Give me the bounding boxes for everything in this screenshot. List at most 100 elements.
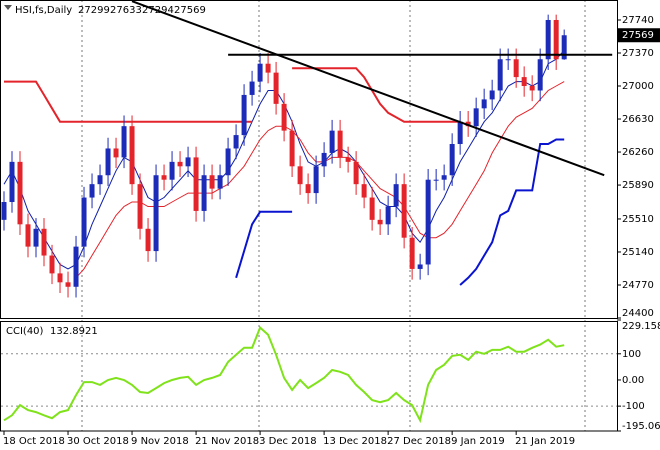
candle-body bbox=[273, 72, 279, 104]
candle-body bbox=[361, 184, 367, 198]
candle-body bbox=[57, 273, 63, 283]
candle-body bbox=[9, 161, 15, 203]
candle-body bbox=[337, 130, 343, 158]
x-tick-label: 21 Nov 2018 bbox=[195, 436, 259, 447]
candle-body bbox=[305, 184, 311, 194]
candle-body bbox=[313, 166, 319, 194]
last-price-box bbox=[618, 28, 660, 43]
x-tick-label: 18 Oct 2018 bbox=[3, 436, 65, 447]
candle-body bbox=[369, 197, 375, 220]
candle-body bbox=[393, 184, 399, 207]
y-tick-label: 27740 bbox=[622, 15, 654, 26]
ohlc-close: 27569 bbox=[174, 5, 206, 16]
candle-body bbox=[553, 19, 559, 60]
x-tick-label: 21 Jan 2019 bbox=[515, 436, 575, 447]
ohlc-low: 27294 bbox=[142, 5, 174, 16]
indicator-line bbox=[235, 138, 565, 286]
y-tick-label: -195.0611 bbox=[622, 421, 660, 432]
candle-body bbox=[497, 59, 503, 91]
candle-body bbox=[321, 152, 327, 167]
candle-body bbox=[401, 184, 407, 238]
candle-body bbox=[425, 179, 431, 265]
candle-body bbox=[489, 90, 495, 100]
candle-body bbox=[417, 264, 423, 269]
candle-body bbox=[113, 148, 119, 158]
main-title: HSI,fs,Daily bbox=[15, 5, 72, 16]
candle-body bbox=[521, 77, 527, 87]
candle-body bbox=[457, 121, 463, 145]
candle-body bbox=[89, 184, 95, 198]
candle-body bbox=[129, 126, 135, 185]
x-tick-label: 9 Jan 2019 bbox=[451, 436, 505, 447]
y-tick-label: 0.00 bbox=[622, 375, 644, 386]
trend-line bbox=[131, 0, 605, 177]
candle-body bbox=[169, 161, 175, 180]
candle-body bbox=[353, 161, 359, 185]
y-tick-label: 27370 bbox=[622, 48, 654, 59]
header-icon bbox=[4, 5, 12, 10]
candle-body bbox=[97, 175, 103, 185]
candle-body bbox=[241, 94, 247, 136]
candle-body bbox=[537, 59, 543, 91]
y-tick-label: 26260 bbox=[622, 147, 654, 158]
y-tick-label: 229.1588 bbox=[622, 321, 660, 332]
candle-body bbox=[441, 175, 447, 180]
candle-body bbox=[201, 175, 207, 211]
candle-body bbox=[385, 206, 391, 225]
x-tick-label: 30 Oct 2018 bbox=[67, 436, 129, 447]
y-tick-label: 26630 bbox=[622, 114, 654, 125]
candle-body bbox=[449, 144, 455, 176]
y-tick-label: 24770 bbox=[622, 280, 654, 291]
candle-body bbox=[473, 108, 479, 127]
candle-body bbox=[225, 148, 231, 176]
candle-body bbox=[145, 228, 151, 252]
x-tick-label: 9 Nov 2018 bbox=[131, 436, 189, 447]
cci-line bbox=[3, 325, 565, 424]
candle-body bbox=[377, 219, 383, 225]
y-tick-label: 25140 bbox=[622, 247, 654, 258]
candle-body bbox=[153, 175, 159, 252]
candle-body bbox=[513, 59, 519, 78]
y-tick-label: 24400 bbox=[622, 308, 654, 319]
cci-frame bbox=[0, 321, 618, 432]
ohlc-high: 27633 bbox=[110, 5, 142, 16]
candle-body bbox=[81, 197, 87, 247]
candle-body bbox=[121, 126, 127, 158]
candle-body bbox=[249, 81, 255, 95]
x-tick-label: 13 Dec 2018 bbox=[323, 436, 387, 447]
candle-body bbox=[281, 103, 287, 131]
candle-body bbox=[545, 19, 551, 60]
ohlc-open: 27299 bbox=[78, 5, 110, 16]
candle-body bbox=[481, 99, 487, 109]
main-frame bbox=[0, 0, 618, 319]
candle-body bbox=[185, 157, 191, 167]
candle-body bbox=[465, 121, 471, 127]
candle-body bbox=[17, 161, 23, 225]
candle-body bbox=[529, 86, 535, 91]
indicator-line bbox=[4, 67, 461, 123]
candle-body bbox=[33, 228, 39, 247]
y-tick-label: 100 bbox=[622, 349, 641, 360]
y-tick-label: -100 bbox=[622, 401, 645, 412]
candle-body bbox=[105, 148, 111, 176]
candle-body bbox=[265, 63, 271, 73]
candle-body bbox=[1, 202, 7, 220]
cci-title: CCI(40) bbox=[6, 326, 44, 337]
candle-body bbox=[257, 63, 263, 82]
last-price-label: 27569 bbox=[622, 30, 654, 41]
candle-body bbox=[289, 130, 295, 167]
candle-body bbox=[73, 246, 79, 287]
cci-value: 132.8921 bbox=[50, 326, 98, 337]
y-tick-label: 27000 bbox=[622, 81, 654, 92]
candle-body bbox=[233, 135, 239, 149]
candle-body bbox=[161, 175, 167, 180]
candle-body bbox=[137, 184, 143, 229]
candle-body bbox=[49, 255, 55, 274]
candle-body bbox=[177, 161, 183, 167]
candle-body bbox=[297, 166, 303, 185]
candle-body bbox=[65, 282, 71, 287]
candle-body bbox=[209, 175, 215, 189]
candle-body bbox=[409, 237, 415, 269]
